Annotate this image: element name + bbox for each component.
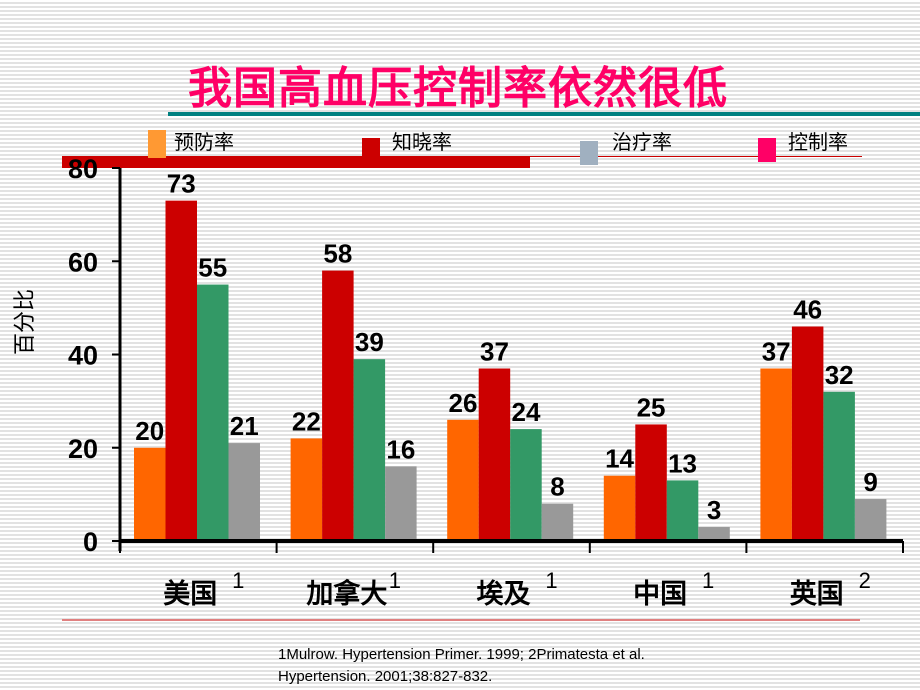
data-label: 37: [480, 336, 509, 366]
data-label: 22: [292, 406, 321, 436]
data-label: 21: [230, 411, 259, 441]
legend-item-treatment: 治疗率: [580, 126, 672, 165]
category-superscript: 1: [389, 568, 401, 593]
decorative-red-line: [530, 156, 862, 157]
data-label: 26: [448, 388, 477, 418]
y-tick-label: 40: [68, 341, 98, 371]
y-tick-label: 60: [68, 247, 98, 277]
bar: [510, 429, 542, 541]
category-label: 美国: [163, 578, 217, 610]
legend-swatch: [758, 138, 776, 162]
bar: [666, 480, 699, 541]
legend-item-awareness: 知晓率: [362, 126, 452, 168]
legend-item-control: 控制率: [758, 126, 848, 162]
legend-label: 预防率: [174, 130, 234, 154]
bar: [603, 475, 636, 541]
category-label: 中国: [633, 579, 687, 610]
data-label: 39: [355, 327, 384, 357]
bar: [322, 270, 354, 541]
legend-swatch: [580, 141, 598, 165]
y-tick-label: 80: [68, 154, 98, 184]
bar: [635, 424, 667, 541]
slide-title: 我国高血压控制率依然很低: [188, 63, 728, 114]
data-label: 24: [511, 397, 540, 427]
footnote-line-1: 1Mulrow. Hypertension Primer. 1999; 2Pri…: [278, 646, 645, 663]
bar: [134, 447, 166, 541]
data-label: 58: [323, 239, 352, 269]
bar: [541, 503, 574, 541]
data-label: 37: [762, 336, 791, 366]
legend-swatch: [362, 138, 380, 168]
y-tick-label: 20: [68, 434, 98, 464]
data-label: 32: [825, 360, 854, 390]
y-tick-label: 0: [83, 527, 98, 557]
title-underline: [168, 112, 920, 116]
legend-label: 治疗率: [612, 130, 672, 154]
data-label: 3: [707, 495, 721, 525]
data-label: 16: [386, 434, 415, 464]
data-label: 25: [637, 392, 666, 422]
category-superscript: 1: [545, 568, 557, 593]
data-label: 73: [167, 169, 196, 199]
bar: [854, 499, 887, 541]
y-axis-label: 百分比: [13, 289, 38, 355]
data-label: 20: [135, 416, 164, 446]
legend-item-prevention: 预防率: [148, 126, 234, 158]
bar: [791, 326, 824, 541]
category-superscript: 2: [859, 568, 871, 593]
footnote: 1Mulrow. Hypertension Primer. 1999; 2Pri…: [278, 644, 645, 688]
decorative-red-bar: [62, 156, 530, 168]
bar: [698, 527, 730, 541]
category-superscript: 1: [702, 568, 714, 593]
footnote-line-2: Hypertension. 2001;38:827-832.: [278, 668, 493, 685]
legend-label: 控制率: [788, 130, 848, 154]
bar: [197, 284, 229, 541]
bar: [385, 466, 417, 541]
category-label: 埃及: [477, 579, 531, 610]
bar: [760, 368, 792, 541]
footer-divider: [62, 619, 860, 621]
data-label: 8: [550, 472, 564, 502]
data-label: 55: [198, 253, 227, 283]
bar: [165, 200, 197, 541]
bar: [478, 368, 511, 541]
data-label: 46: [793, 295, 822, 325]
bar: [228, 443, 260, 541]
bar: [447, 419, 479, 541]
bar: [353, 359, 386, 541]
legend-label: 知晓率: [392, 130, 452, 154]
category-label: 加拿大: [306, 578, 387, 610]
data-label: 14: [605, 444, 634, 474]
bar: [823, 391, 855, 541]
data-label: 9: [863, 467, 877, 497]
bar: [290, 438, 323, 541]
category-label: 英国: [790, 579, 844, 610]
category-superscript: 1: [232, 568, 244, 593]
legend-swatch: [148, 130, 166, 158]
data-label: 13: [668, 448, 697, 478]
